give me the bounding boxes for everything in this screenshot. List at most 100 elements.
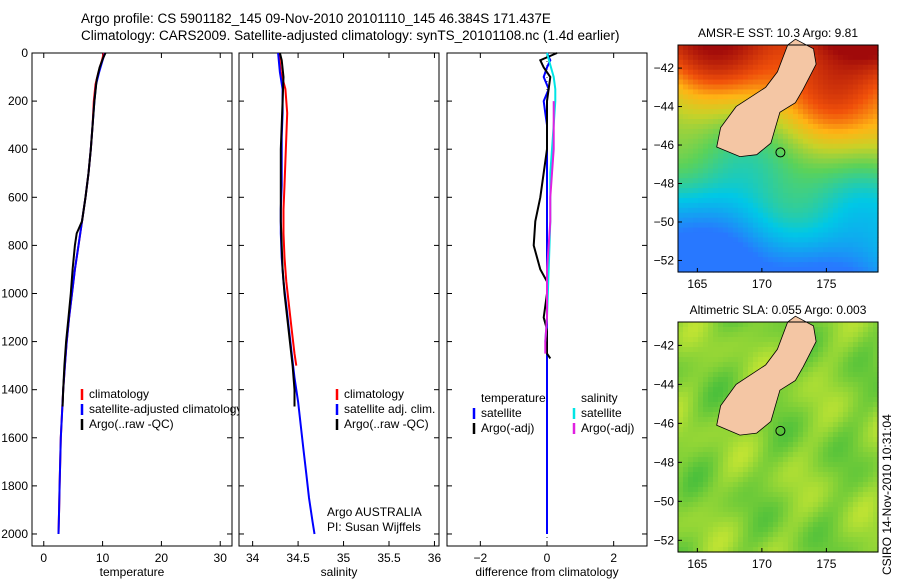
- map-cell: [798, 497, 804, 503]
- map-cell: [833, 247, 839, 253]
- map-cell: [688, 54, 694, 61]
- map-cell: [678, 322, 684, 328]
- map-cell: [843, 472, 849, 478]
- map-cell: [853, 188, 859, 194]
- map-cell: [773, 432, 779, 438]
- map-cell: [778, 133, 784, 140]
- map-cell: [783, 472, 789, 478]
- map-cell: [803, 262, 809, 268]
- map-cell: [683, 407, 689, 413]
- map-cell: [843, 232, 849, 239]
- map-cell: [798, 407, 804, 413]
- map-cell: [848, 397, 854, 403]
- map-cell: [778, 527, 784, 533]
- map-cell: [743, 547, 749, 553]
- map-cell: [873, 69, 879, 76]
- map-cell: [688, 502, 694, 508]
- map-cell: [713, 492, 719, 498]
- map-cell: [823, 382, 829, 388]
- map-cell: [723, 332, 729, 338]
- map-cell: [688, 477, 694, 483]
- map-cell: [873, 447, 879, 453]
- map-cell: [818, 257, 824, 263]
- map-cell: [698, 163, 704, 169]
- map-cell: [788, 462, 794, 468]
- map-cell: [798, 422, 804, 428]
- map-cell: [828, 352, 834, 358]
- map-cell: [698, 252, 704, 258]
- map-cell: [843, 427, 849, 433]
- map-cell: [853, 407, 859, 413]
- map-cell: [703, 202, 709, 209]
- map-cell: [738, 457, 744, 463]
- map-cell: [733, 183, 739, 189]
- map-cell: [773, 183, 779, 189]
- map-cell: [733, 252, 739, 258]
- map-cell: [868, 332, 874, 338]
- map-cell: [873, 222, 879, 229]
- map-cell: [693, 153, 699, 160]
- map-cell: [733, 79, 739, 86]
- map-cell: [848, 537, 854, 543]
- map-cell: [733, 347, 739, 353]
- map-cell: [678, 207, 684, 214]
- map-cell: [873, 163, 879, 169]
- map-cell: [863, 252, 869, 258]
- map-cell: [803, 163, 809, 169]
- y-tick-label: 800: [8, 238, 28, 252]
- map-cell: [788, 128, 794, 135]
- map-cell: [838, 79, 844, 86]
- map-cell: [808, 94, 814, 100]
- map-cell: [783, 442, 789, 448]
- map-cell: [688, 94, 694, 100]
- map-cell: [793, 143, 799, 150]
- map-cell: [873, 472, 879, 478]
- map-cell: [863, 84, 869, 91]
- map-cell: [848, 497, 854, 503]
- map-cell: [743, 89, 749, 95]
- map-cell: [698, 452, 704, 458]
- map-cell: [803, 367, 809, 373]
- map-cell: [723, 532, 729, 538]
- map-cell: [783, 148, 789, 155]
- map-cell: [758, 542, 764, 548]
- map-y-tick-label: −52: [654, 533, 675, 547]
- map-cell: [773, 227, 779, 234]
- map-cell: [838, 412, 844, 418]
- map-cell: [813, 89, 819, 95]
- map-cell: [823, 84, 829, 91]
- map-cell: [858, 397, 864, 403]
- map-cell: [823, 79, 829, 86]
- map-cell: [853, 207, 859, 214]
- map-cell: [758, 207, 764, 214]
- map-cell: [873, 417, 879, 423]
- map-cell: [758, 352, 764, 358]
- map-cell: [678, 148, 684, 155]
- map-cell: [813, 128, 819, 135]
- map-cell: [693, 487, 699, 493]
- map-cell: [698, 472, 704, 478]
- map-cell: [678, 412, 684, 418]
- map-cell: [868, 49, 874, 56]
- map-cell: [838, 45, 844, 51]
- map-cell: [683, 422, 689, 428]
- map-cell: [718, 482, 724, 488]
- map-cell: [733, 492, 739, 498]
- map-cell: [678, 337, 684, 343]
- map-cell: [828, 517, 834, 523]
- map-cell: [853, 492, 859, 498]
- map-cell: [823, 133, 829, 140]
- map-cell: [833, 522, 839, 528]
- map-cell: [758, 193, 764, 199]
- map-cell: [838, 487, 844, 493]
- map-cell: [868, 202, 874, 209]
- map-cell: [858, 407, 864, 413]
- map-cell: [848, 262, 854, 268]
- map-cell: [853, 337, 859, 343]
- map-cell: [723, 477, 729, 483]
- map-cell: [778, 427, 784, 433]
- map-cell: [863, 412, 869, 418]
- map-cell: [858, 109, 864, 115]
- map-cell: [723, 322, 729, 328]
- map-cell: [758, 432, 764, 438]
